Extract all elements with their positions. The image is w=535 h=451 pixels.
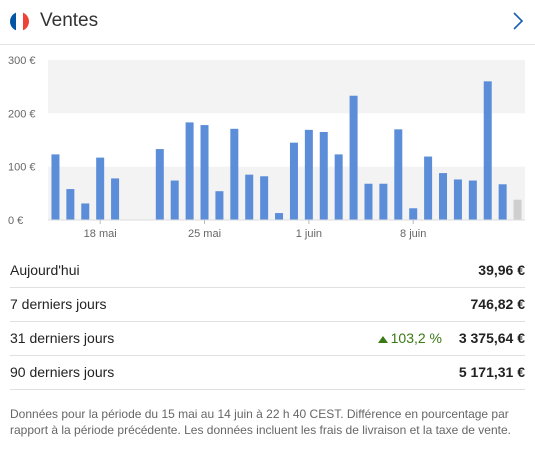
chart-bar xyxy=(245,174,254,220)
chart-bar xyxy=(319,132,328,220)
grid-band xyxy=(48,60,525,114)
chart-bar xyxy=(81,203,90,220)
stat-row-90-days: 90 derniers jours 5 171,31 € xyxy=(10,356,525,390)
chart-bar xyxy=(439,173,448,220)
chart-bar xyxy=(468,180,477,220)
flag-stripe-blue xyxy=(10,12,17,31)
stat-label: 31 derniers jours xyxy=(10,330,115,346)
x-tick-label: 8 juin xyxy=(400,228,426,240)
stat-value: 746,82 € xyxy=(470,296,526,312)
chart-bar xyxy=(66,189,75,220)
chart-bar xyxy=(334,154,343,220)
y-tick-label: 0 € xyxy=(8,215,23,227)
chart-bar xyxy=(364,183,373,220)
stat-delta: 103,2 % xyxy=(377,330,442,346)
chart-bar xyxy=(275,213,284,220)
stat-value: 39,96 € xyxy=(478,262,525,278)
chart-bar xyxy=(304,129,313,220)
x-tick-label: 25 mai xyxy=(188,228,221,240)
chart-bar xyxy=(379,183,388,220)
chart-bar-current xyxy=(513,199,522,220)
chart-bar xyxy=(394,129,403,220)
chart-bar xyxy=(349,95,358,220)
chart-bar xyxy=(51,154,60,220)
stat-label: 7 derniers jours xyxy=(10,296,107,312)
chart-bar xyxy=(170,180,179,220)
chart-bar xyxy=(260,176,269,220)
grid-band xyxy=(48,166,525,220)
stat-value: 5 171,31 € xyxy=(458,364,525,380)
chart-bar xyxy=(230,128,239,220)
stat-row-7-days: 7 derniers jours 746,82 € xyxy=(10,288,525,322)
stat-label: Aujourd'hui xyxy=(10,262,80,278)
stat-delta-value: 103,2 % xyxy=(390,330,442,346)
chevron-right-icon[interactable] xyxy=(511,10,525,32)
chart-bar xyxy=(453,179,462,220)
x-tick-label: 18 mai xyxy=(84,228,117,240)
card-header: Ventes xyxy=(0,0,535,45)
flag-stripe-red xyxy=(22,12,29,31)
y-tick-label: 200 € xyxy=(8,108,36,120)
chart-bar xyxy=(111,178,120,220)
chart-bar xyxy=(96,157,105,220)
stat-row-31-days: 31 derniers jours 103,2 % 3 375,64 € xyxy=(10,322,525,356)
y-tick-label: 300 € xyxy=(8,55,36,67)
chart-bar xyxy=(483,81,492,220)
chart-bar xyxy=(409,208,418,220)
chart-bar xyxy=(424,156,433,220)
chart-bar xyxy=(498,184,507,220)
stat-label: 90 derniers jours xyxy=(10,364,115,380)
france-flag-icon xyxy=(10,12,29,31)
y-tick-label: 100 € xyxy=(8,162,36,174)
triangle-up-icon xyxy=(377,336,388,343)
chart-bar xyxy=(200,125,209,220)
chart-bar xyxy=(185,122,194,220)
chart-bar xyxy=(289,142,298,220)
data-footnote: Données pour la période du 15 mai au 14 … xyxy=(10,407,511,437)
x-tick-label: 1 juin xyxy=(296,228,322,240)
stat-value: 3 375,64 € xyxy=(458,330,525,346)
sales-bar-chart: 300 € 200 € 100 € 0 € 18 mai 25 mai 1 juin 8 ju… xyxy=(8,55,525,240)
card-title: Ventes xyxy=(40,10,99,31)
flag-stripe-white xyxy=(16,12,23,31)
chart-bar xyxy=(215,191,224,220)
chart-bar xyxy=(155,149,164,220)
stat-row-today: Aujourd'hui 39,96 € xyxy=(10,254,525,288)
